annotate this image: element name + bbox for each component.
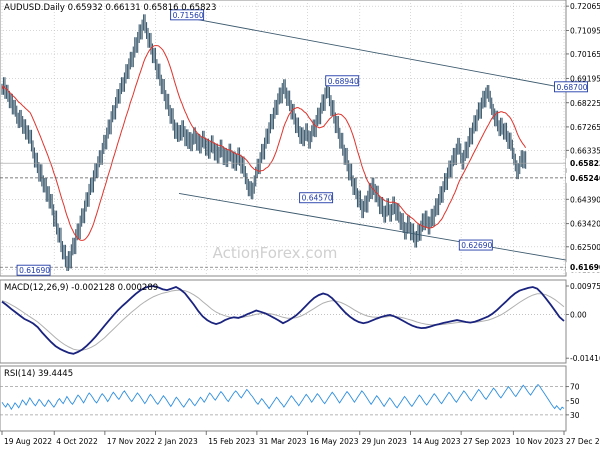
annotation-label: 0.71560 xyxy=(173,11,204,20)
price-y-tick-label: 0.72065 xyxy=(570,2,600,11)
x-tick-label: 16 May 2023 xyxy=(310,437,359,446)
lower-channel-line xyxy=(178,193,566,261)
price-y-tick-label: 0.63420 xyxy=(570,220,600,229)
x-tick-label: 10 Nov 2023 xyxy=(515,437,563,446)
low-level-tag: 0.61690 xyxy=(570,263,600,272)
annotation-label: 0.68700 xyxy=(556,83,587,92)
watermark: ActionForex.com xyxy=(213,244,338,262)
x-tick-label: 17 Nov 2022 xyxy=(107,437,155,446)
x-tick-label: 27 Dec 2023 xyxy=(566,437,600,446)
x-tick-label: 2 Jan 2023 xyxy=(158,437,198,446)
current-price-tag-bg xyxy=(566,158,600,169)
level-lines xyxy=(0,162,566,268)
x-tick-label: 14 Aug 2023 xyxy=(412,437,460,446)
rsi-y-tick-label: 70 xyxy=(570,383,580,392)
macd-line xyxy=(1,285,565,355)
price-annotations: 0.71560 0.68940 0.64570 0.62690 0.68700 0.616… xyxy=(16,9,588,276)
macd-panel-title: MACD(12,26,9) -0.002128 0.000289 xyxy=(4,283,158,293)
price-y-tick-label: 0.69195 xyxy=(570,74,600,83)
ma-line xyxy=(1,45,527,241)
moving-average-line xyxy=(1,45,527,241)
x-tick-label: 29 Jun 2023 xyxy=(362,437,407,446)
x-tick-label: 19 Aug 2022 xyxy=(4,437,52,446)
price-y-tick-label: 0.62500 xyxy=(570,243,600,252)
x-tick-label: 31 Mar 2023 xyxy=(259,437,307,446)
rsi-y-tick-label: 50 xyxy=(570,397,580,406)
rsi-y-tick-label: 30 xyxy=(570,411,580,420)
annotation-box xyxy=(554,81,588,93)
rsi-line xyxy=(1,383,565,411)
price-y-tick-label: 0.71095 xyxy=(570,27,600,36)
current-price-tag: 0.65823 xyxy=(570,159,600,168)
annotation-label: 0.61690 xyxy=(19,266,50,275)
rsi-layer: 70 50 30 xyxy=(0,383,580,420)
x-tick-label: 15 Feb 2023 xyxy=(208,437,255,446)
price-panel-title: AUDUSD.Daily 0.65932 0.66131 0.65816 0.6… xyxy=(4,3,216,13)
macd-y-tick-label: 0.009751 xyxy=(570,282,600,291)
price-y-tick-label: 0.70165 xyxy=(570,50,600,59)
price-bars xyxy=(1,14,527,271)
x-tick-label: 27 Sep 2023 xyxy=(463,437,511,446)
support-level-tag-bg xyxy=(566,172,600,183)
macd-y-tick-label: 0.00 xyxy=(570,311,587,320)
annotation-label: 0.64570 xyxy=(302,194,333,203)
rsi-panel xyxy=(0,365,567,432)
watermark-text: ActionForex.com xyxy=(213,244,338,262)
annotation-box xyxy=(325,75,360,87)
upper-channel-line xyxy=(193,18,563,88)
channel-lines xyxy=(178,18,566,261)
macd-y-tick-label: -0.014107 xyxy=(570,354,600,363)
annotation-box xyxy=(299,192,334,204)
rsi-panel-title: RSI(14) 39.4445 xyxy=(4,369,73,379)
price-y-tick-label: 0.64390 xyxy=(570,195,600,204)
annotation-box xyxy=(170,9,205,21)
price-y-tick-label: 0.68225 xyxy=(570,99,600,108)
low-level-tag-bg xyxy=(566,262,600,273)
price-panel xyxy=(0,0,567,277)
annotation-label: 0.68940 xyxy=(328,77,359,86)
annotation-box xyxy=(16,264,51,276)
price-y-tick-label: 0.66335 xyxy=(570,146,600,155)
macd-layer: 0.009751 0.00 -0.014107 xyxy=(0,282,600,363)
annotation-box xyxy=(458,239,493,251)
x-axis: 19 Aug 2022 4 Oct 2022 17 Nov 2022 2 Jan 20… xyxy=(1,431,600,446)
x-tick-label: 4 Oct 2022 xyxy=(56,437,98,446)
price-y-axis: 0.72065 0.71095 0.70165 0.69195 0.68225 0.672… xyxy=(566,2,600,275)
annotation-label: 0.62690 xyxy=(461,241,492,250)
price-y-tick-label: 0.67265 xyxy=(570,123,600,132)
